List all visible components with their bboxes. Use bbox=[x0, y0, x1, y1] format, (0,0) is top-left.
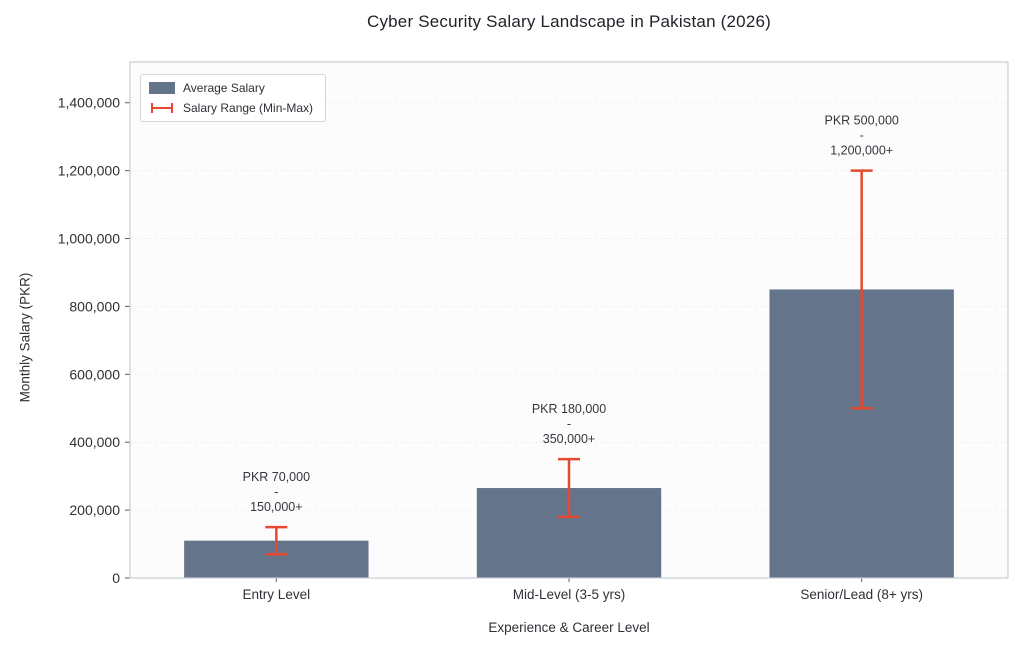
annotation-2: - bbox=[860, 129, 864, 143]
x-tick-label: Senior/Lead (8+ yrs) bbox=[800, 587, 923, 602]
y-tick-label: 400,000 bbox=[69, 434, 120, 450]
legend: Average Salary Salary Range (Min-Max) bbox=[140, 74, 327, 122]
plot-border bbox=[129, 61, 1009, 579]
legend-item-average-salary: Average Salary bbox=[149, 81, 313, 95]
chart-title: Cyber Security Salary Landscape in Pakis… bbox=[366, 12, 772, 31]
y-tick-label: 0 bbox=[112, 570, 120, 586]
y-tick-label: 1,200,000 bbox=[58, 163, 120, 179]
y-axis-label: Monthly Salary (PKR) bbox=[17, 272, 33, 403]
legend-label: Average Salary bbox=[183, 81, 265, 95]
y-tick-label: 200,000 bbox=[69, 502, 120, 518]
y-tick-label: 600,000 bbox=[69, 366, 120, 382]
average-salary-swatch bbox=[149, 82, 175, 94]
x-tick-label: Entry Level bbox=[243, 587, 311, 602]
annotation-1: PKR 180,000 bbox=[532, 402, 606, 416]
legend-label: Salary Range (Min-Max) bbox=[183, 101, 314, 115]
annotation-0: 150,000+ bbox=[250, 500, 302, 514]
legend-item-salary-range: Salary Range (Min-Max) bbox=[149, 101, 313, 115]
y-tick-label: 1,400,000 bbox=[58, 95, 120, 111]
annotation-1: 350,000+ bbox=[543, 432, 595, 446]
y-tick-label: 1,000,000 bbox=[58, 231, 120, 247]
y-tick-label: 800,000 bbox=[69, 298, 120, 314]
annotation-0: PKR 70,000 bbox=[243, 470, 310, 484]
x-axis-label: Experience & Career Level bbox=[488, 620, 650, 635]
x-tick-label: Mid-Level (3-5 yrs) bbox=[513, 587, 626, 602]
annotation-1: - bbox=[567, 417, 571, 431]
annotation-0: - bbox=[274, 485, 278, 499]
annotation-2: PKR 500,000 bbox=[824, 114, 898, 128]
annotation-2: 1,200,000+ bbox=[830, 144, 893, 158]
error-bar-icon bbox=[149, 101, 175, 115]
